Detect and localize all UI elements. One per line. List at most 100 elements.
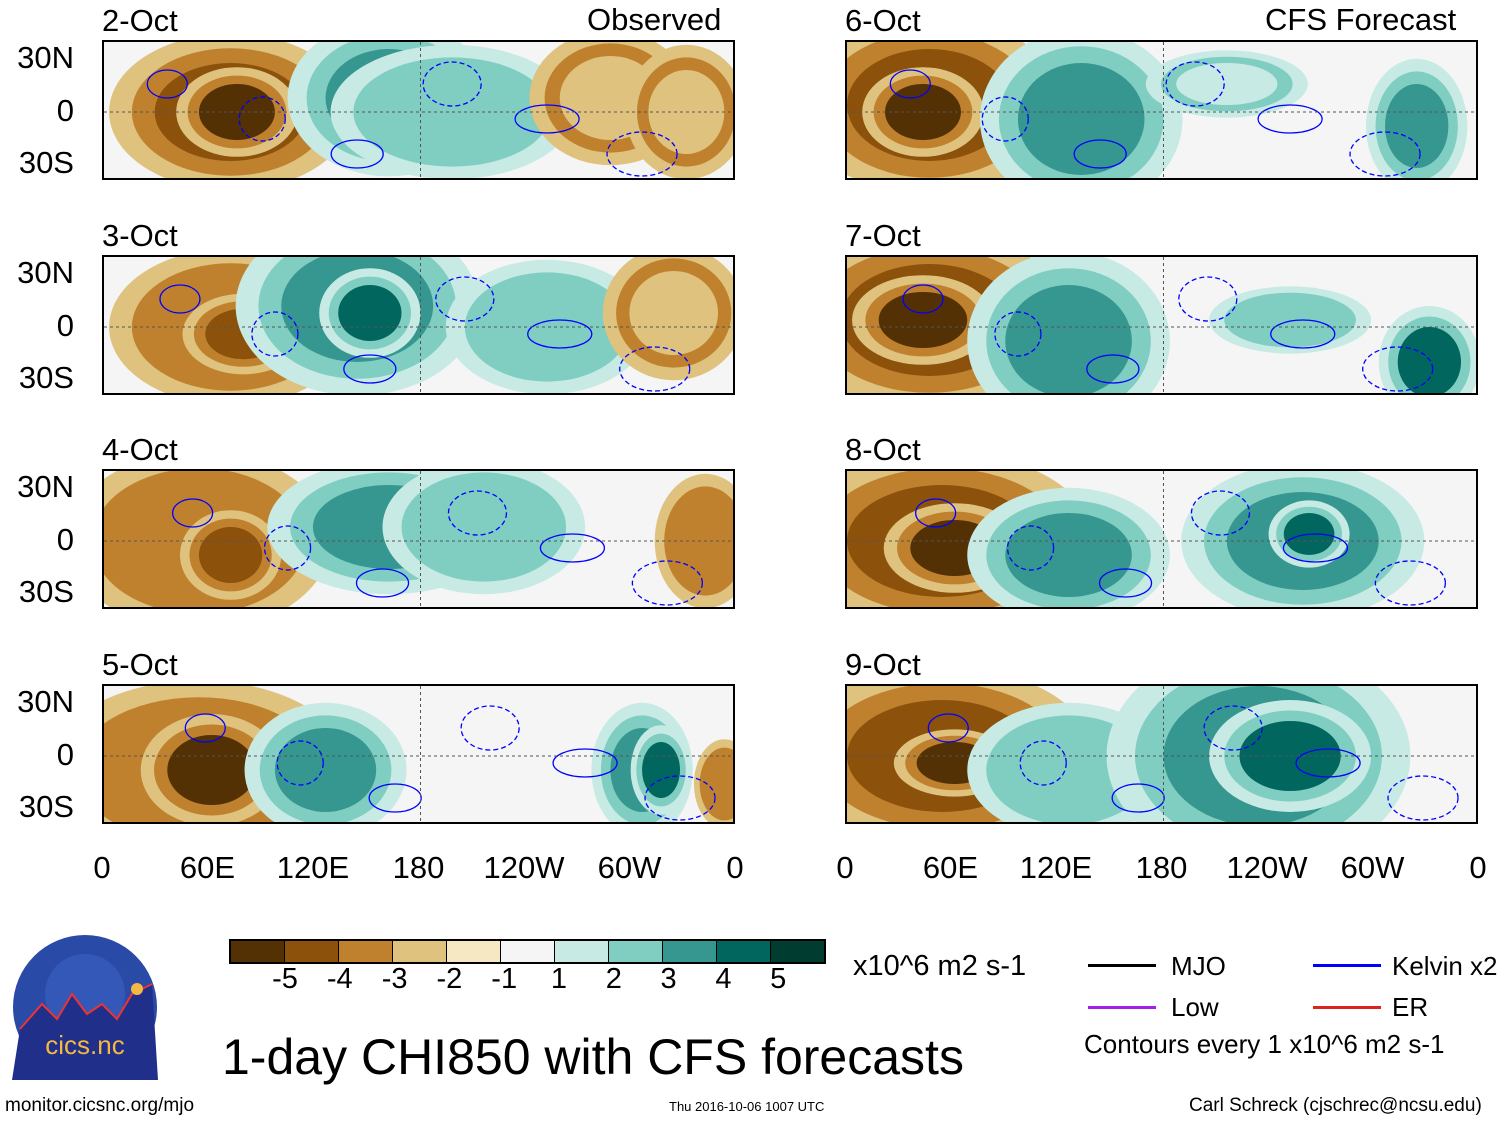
kelvin-legend-line	[1313, 964, 1381, 967]
kelvin-contour	[1374, 560, 1447, 606]
anomaly-region	[1397, 327, 1462, 393]
kelvin-contour	[1257, 104, 1323, 134]
kelvin-contour	[184, 713, 226, 743]
anomaly-region	[1005, 513, 1132, 597]
lat-tick-label: 0	[56, 308, 74, 343]
lon-tick-label: 60W	[1340, 850, 1405, 885]
colorbar-tick-label: 1	[550, 963, 568, 995]
units-label: x10^6 m2 s-1	[853, 950, 1027, 982]
lon-tick-label: 0	[93, 850, 111, 885]
er-legend-line	[1313, 1006, 1381, 1009]
map-panel-9-Oct	[845, 684, 1478, 824]
anomaly-region	[673, 499, 733, 583]
timestamp: Thu 2016-10-06 1007 UTC	[669, 1099, 825, 1114]
kelvin-contour	[606, 131, 678, 177]
kelvin-contour	[330, 139, 384, 169]
kelvin-contour	[994, 311, 1042, 357]
colorbar-swatch	[393, 941, 447, 962]
chart-title: 1-day CHI850 with CFS forecasts	[222, 1029, 964, 1085]
kelvin-contour	[1073, 139, 1127, 169]
lon-tick-label: 120W	[1226, 850, 1308, 885]
kelvin-contour	[1165, 61, 1225, 107]
lat-tick-label: 30N	[17, 255, 74, 290]
anomaly-region	[1239, 721, 1341, 791]
kelvin-contour	[251, 311, 299, 357]
anomaly-region	[878, 292, 968, 348]
kelvin-contour	[1086, 354, 1140, 384]
map-panel-8-Oct	[845, 469, 1478, 609]
kelvin-contour	[355, 568, 410, 598]
anomaly-region	[1239, 299, 1341, 341]
kelvin-contour	[644, 775, 716, 821]
cicsnc-logo[interactable]: cics.nc	[12, 934, 158, 1080]
kelvin-contour	[1387, 775, 1459, 821]
kelvin-contour	[1178, 276, 1238, 322]
panel-date: 4-Oct	[102, 432, 178, 467]
kelvin-contour	[914, 498, 957, 528]
lat-tick-label: 30S	[18, 145, 74, 180]
anomaly-region	[167, 735, 256, 805]
kelvin-contour	[631, 560, 704, 606]
kelvin-contour	[1111, 783, 1165, 813]
colorbar-tick-label: 2	[605, 963, 622, 995]
lon-tick-label: 0	[1469, 850, 1487, 885]
panel-date: 2-Oct	[102, 3, 178, 38]
svg-text:cics.nc: cics.nc	[45, 1030, 124, 1060]
map-panel-5-Oct	[102, 684, 735, 824]
contour-note: Contours every 1 x10^6 m2 s-1	[1084, 1029, 1445, 1059]
anomaly-region	[629, 271, 719, 355]
kelvin-contour	[238, 96, 286, 142]
kelvin-contour	[1282, 533, 1349, 563]
panel-date: 6-Oct	[845, 3, 921, 38]
kelvin-contour	[539, 533, 606, 563]
anomaly-region	[1017, 63, 1145, 175]
lon-tick-label: 0	[836, 850, 854, 885]
map-panel-7-Oct	[845, 255, 1478, 395]
kelvin-contour	[422, 61, 482, 107]
kelvin-contour	[263, 525, 312, 571]
colorbar-swatch	[501, 941, 555, 962]
kelvin-contour	[1190, 490, 1251, 536]
colorbar-tick-label: 5	[770, 963, 787, 995]
colorbar-swatch	[285, 941, 339, 962]
lat-tick-label: 30N	[17, 684, 74, 719]
kelvin-contour	[460, 705, 520, 751]
anomaly-region	[1005, 285, 1132, 393]
panel-date: 3-Oct	[102, 218, 178, 253]
colorbar-tick-label: -3	[381, 963, 408, 995]
anomaly-region	[705, 756, 733, 812]
map-panel-3-Oct	[102, 255, 735, 395]
legend-low: Low	[1171, 992, 1219, 1022]
lat-tick-label: 0	[56, 737, 74, 772]
kelvin-contour	[981, 96, 1029, 142]
anomaly-region	[198, 527, 263, 583]
kelvin-contour	[171, 498, 214, 528]
colorbar-tick-label: -2	[436, 963, 463, 995]
forecast-header: CFS Forecast	[1265, 2, 1457, 37]
legend-er: ER	[1392, 992, 1429, 1022]
kelvin-contour	[527, 319, 593, 349]
colorbar-swatch	[555, 941, 609, 962]
kelvin-contour	[343, 354, 397, 384]
anomaly-region	[420, 485, 548, 569]
lat-tick-label: 30N	[17, 40, 74, 75]
colorbar-tick-label: -5	[272, 963, 298, 995]
kelvin-contour	[1362, 346, 1434, 392]
lat-tick-label: 30S	[18, 360, 74, 395]
map-panel-4-Oct	[102, 469, 735, 609]
lon-tick-label: 60E	[179, 850, 236, 885]
lon-tick-label: 120E	[1019, 850, 1093, 885]
kelvin-contour	[1203, 705, 1263, 751]
anomaly-region	[338, 285, 402, 341]
panel-date: 8-Oct	[845, 432, 921, 467]
lat-tick-label: 0	[56, 93, 74, 128]
colorbar-swatch	[609, 941, 663, 962]
lat-tick-label: 30S	[18, 574, 74, 609]
lon-tick-label: 120W	[483, 850, 565, 885]
legend-mjo: MJO	[1171, 951, 1226, 981]
colorbar-tick-label: 3	[660, 963, 677, 995]
anomaly-region	[1005, 728, 1132, 812]
site-url[interactable]: monitor.cicsnc.org/mjo	[5, 1095, 195, 1116]
kelvin-contour	[514, 104, 580, 134]
map-panel-6-Oct	[845, 40, 1478, 180]
